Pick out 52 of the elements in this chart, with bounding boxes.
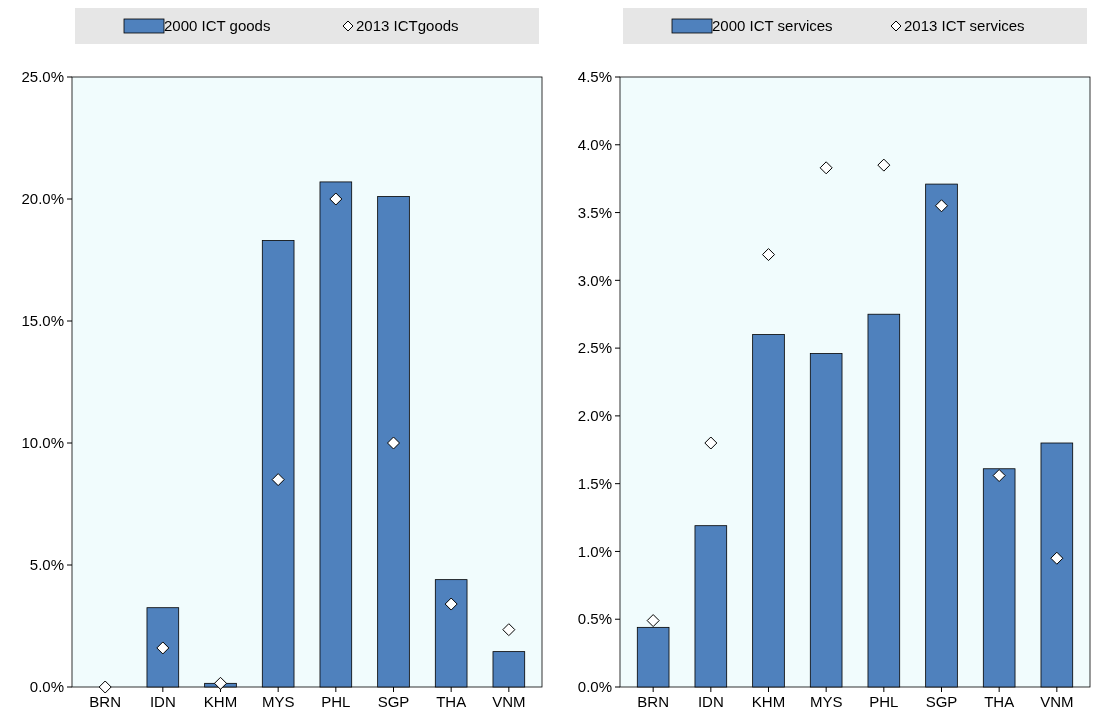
point	[646, 614, 660, 628]
point	[214, 676, 227, 690]
x-tick-label: BRN	[89, 693, 121, 710]
legend-label: 2013 ICT services	[904, 17, 1025, 34]
x-tick-label: VNM	[492, 693, 526, 710]
x-tick-label: IDN	[149, 693, 176, 710]
y-tick-label: 1.0%	[577, 542, 612, 560]
x-tick-label: KHM	[751, 693, 786, 710]
x-tick-label: MYS	[809, 693, 843, 710]
point	[992, 469, 1006, 483]
y-tick-label: 10.0%	[21, 434, 64, 452]
y-tick-label: 4.5%	[577, 68, 612, 86]
point	[156, 641, 170, 655]
point	[444, 597, 458, 611]
y-tick-label: 3.0%	[577, 271, 612, 289]
y-tick-label: 20.0%	[21, 190, 64, 208]
y-tick-label: 0.0%	[29, 678, 64, 696]
point	[935, 199, 948, 213]
point	[387, 436, 400, 450]
x-tick-label: PHL	[321, 693, 351, 710]
y-tick-label: 2.5%	[577, 339, 612, 357]
point	[762, 248, 775, 262]
legend-label: 2013 ICTgoods	[356, 17, 459, 34]
x-tick-label: THA	[436, 693, 467, 710]
x-tick-label: SGP	[925, 693, 958, 710]
point	[1050, 551, 1064, 565]
y-tick-label: 3.5%	[577, 203, 612, 221]
legend-label: 2000 ICT goods	[164, 17, 271, 34]
point	[819, 161, 833, 175]
point	[704, 436, 718, 450]
y-tick-label: 1.5%	[577, 474, 612, 492]
x-tick-label: IDN	[697, 693, 724, 710]
legend-label: 2000 ICT services	[712, 17, 833, 34]
x-tick-label: THA	[984, 693, 1015, 710]
x-tick-label: PHL	[869, 693, 899, 710]
point	[329, 192, 343, 206]
point	[98, 680, 112, 694]
y-tick-label: 2.0%	[577, 407, 612, 425]
y-tick-label: 0.5%	[577, 610, 612, 628]
x-tick-label: KHM	[203, 693, 238, 710]
y-tick-label: 0.0%	[577, 678, 612, 696]
y-tick-label: 4.0%	[577, 136, 612, 154]
x-tick-label: BRN	[637, 693, 669, 710]
point	[877, 158, 891, 172]
point	[271, 473, 285, 487]
y-tick-label: 5.0%	[29, 556, 64, 574]
x-tick-label: VNM	[1040, 693, 1074, 710]
point	[502, 623, 516, 637]
x-tick-label: MYS	[261, 693, 295, 710]
x-tick-label: SGP	[377, 693, 410, 710]
y-tick-label: 25.0%	[21, 68, 64, 86]
y-tick-label: 15.0%	[21, 312, 64, 330]
